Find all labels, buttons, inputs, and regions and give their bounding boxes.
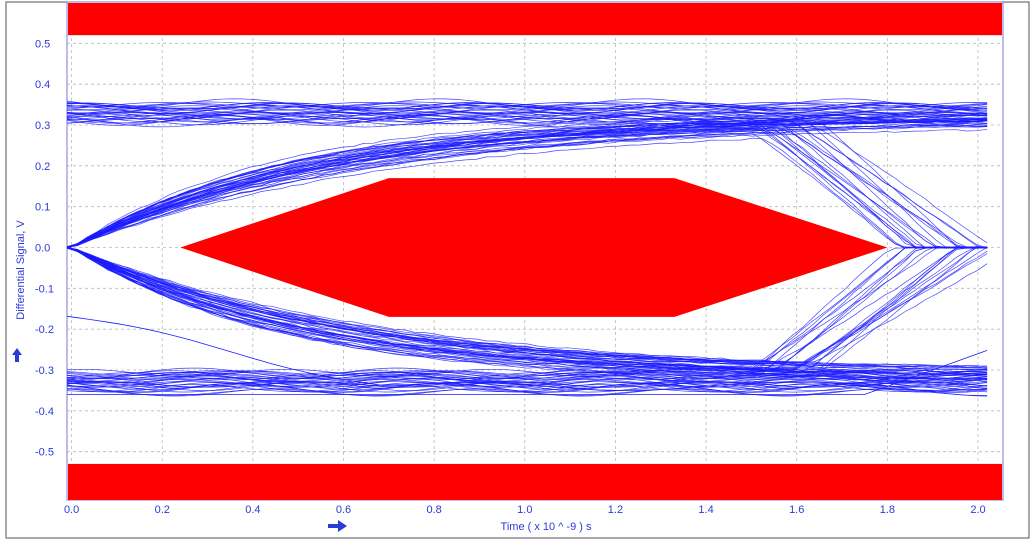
- x-tick-label: 2.0: [970, 504, 985, 516]
- y-tick-label: -0.4: [35, 406, 54, 418]
- eye-trace: [67, 132, 988, 249]
- eye-trace: [67, 104, 988, 114]
- eye-trace: [67, 247, 988, 369]
- eye-trace: [67, 101, 988, 108]
- eye-trace: [67, 247, 988, 367]
- eye-trace: [66, 119, 988, 248]
- eye-trace: [67, 247, 988, 371]
- eye-trace: [67, 247, 988, 368]
- eye-trace: [66, 246, 988, 380]
- eye-trace: [67, 377, 988, 388]
- y-tick-label: 0.1: [35, 202, 50, 214]
- x-tick-label: 1.0: [517, 504, 532, 516]
- x-tick-label: 1.8: [880, 504, 895, 516]
- mask-bottom-band: [68, 463, 1002, 500]
- eye-trace: [67, 102, 988, 111]
- eye-trace: [67, 111, 988, 121]
- y-axis-title: Differential Signal, V: [15, 220, 27, 320]
- eye-trace: [67, 123, 988, 248]
- x-tick-label: 1.6: [789, 504, 804, 516]
- eye-trace: [66, 246, 988, 376]
- eye-trace: [66, 120, 988, 249]
- x-axis-title: Time ( x 10 ^ -9 ) s: [501, 521, 592, 533]
- eye-trace: [67, 350, 988, 395]
- eye-trace: [67, 315, 988, 391]
- mask-top-band: [68, 3, 1002, 36]
- eye-trace: [67, 246, 988, 364]
- eye-trace: [67, 111, 988, 119]
- eye-trace: [67, 381, 988, 392]
- eye-trace: [66, 113, 988, 249]
- y-tick-label: 0.5: [35, 38, 50, 50]
- eye-trace: [66, 246, 988, 371]
- x-axis-arrow-icon: [328, 520, 347, 532]
- eye-trace: [67, 377, 988, 388]
- x-tick-label: 0.2: [155, 504, 170, 516]
- x-tick-label: 0.6: [336, 504, 351, 516]
- y-axis-arrow-icon: [12, 348, 22, 362]
- eye-trace: [66, 246, 988, 366]
- eye-trace: [66, 119, 988, 249]
- x-tick-label: 0.4: [245, 504, 260, 516]
- eye-trace: [66, 247, 988, 371]
- eye-trace: [66, 246, 988, 372]
- eye-trace: [67, 124, 988, 249]
- y-tick-label: -0.2: [35, 324, 54, 336]
- eye-trace: [67, 388, 988, 396]
- eye-trace: [67, 246, 988, 375]
- y-tick-label: -0.3: [35, 365, 54, 377]
- eye-trace: [67, 128, 988, 249]
- eye-trace: [67, 124, 988, 248]
- y-tick-label: 0.4: [35, 79, 50, 91]
- eye-trace: [67, 126, 988, 248]
- y-tick-label: -0.1: [35, 283, 54, 295]
- eye-trace: [66, 247, 988, 375]
- y-tick-label: 0.3: [35, 120, 50, 132]
- eye-trace: [66, 246, 988, 371]
- eye-trace: [67, 137, 988, 249]
- eye-trace: [67, 113, 988, 124]
- eye-trace: [67, 382, 988, 393]
- eye-trace: [67, 247, 988, 380]
- x-tick-label: 0.8: [427, 504, 442, 516]
- eye-trace: [67, 373, 988, 383]
- x-tick-labels: 0.0 0.2 0.4 0.6 0.8 1.0 1.2 1.4 1.6 1.8 2.0: [64, 504, 986, 516]
- y-tick-label: 0.2: [35, 161, 50, 173]
- eye-trace: [67, 246, 988, 365]
- eye-trace: [67, 118, 988, 128]
- mask-hexagon: [180, 178, 888, 317]
- eye-traces: [66, 98, 988, 397]
- y-tick-label: 0.0: [35, 243, 50, 255]
- mask-layer: [68, 3, 1002, 500]
- eye-trace: [66, 121, 988, 249]
- x-tick-label: 1.2: [608, 504, 623, 516]
- y-tick-label: -0.5: [35, 447, 54, 459]
- eye-trace: [67, 368, 988, 378]
- y-tick-labels: 0.5 0.4 0.3 0.2 0.1 0.0 -0.1 -0.2 -0.3 -0.4 -0.5: [35, 38, 54, 458]
- eye-trace: [66, 129, 988, 249]
- x-tick-label: 1.4: [698, 504, 713, 516]
- eye-trace: [67, 114, 988, 248]
- eye-trace: [67, 103, 988, 111]
- eye-trace: [67, 382, 988, 393]
- eye-trace: [67, 381, 988, 389]
- eye-trace: [66, 246, 988, 370]
- x-tick-label: 0.0: [64, 504, 79, 516]
